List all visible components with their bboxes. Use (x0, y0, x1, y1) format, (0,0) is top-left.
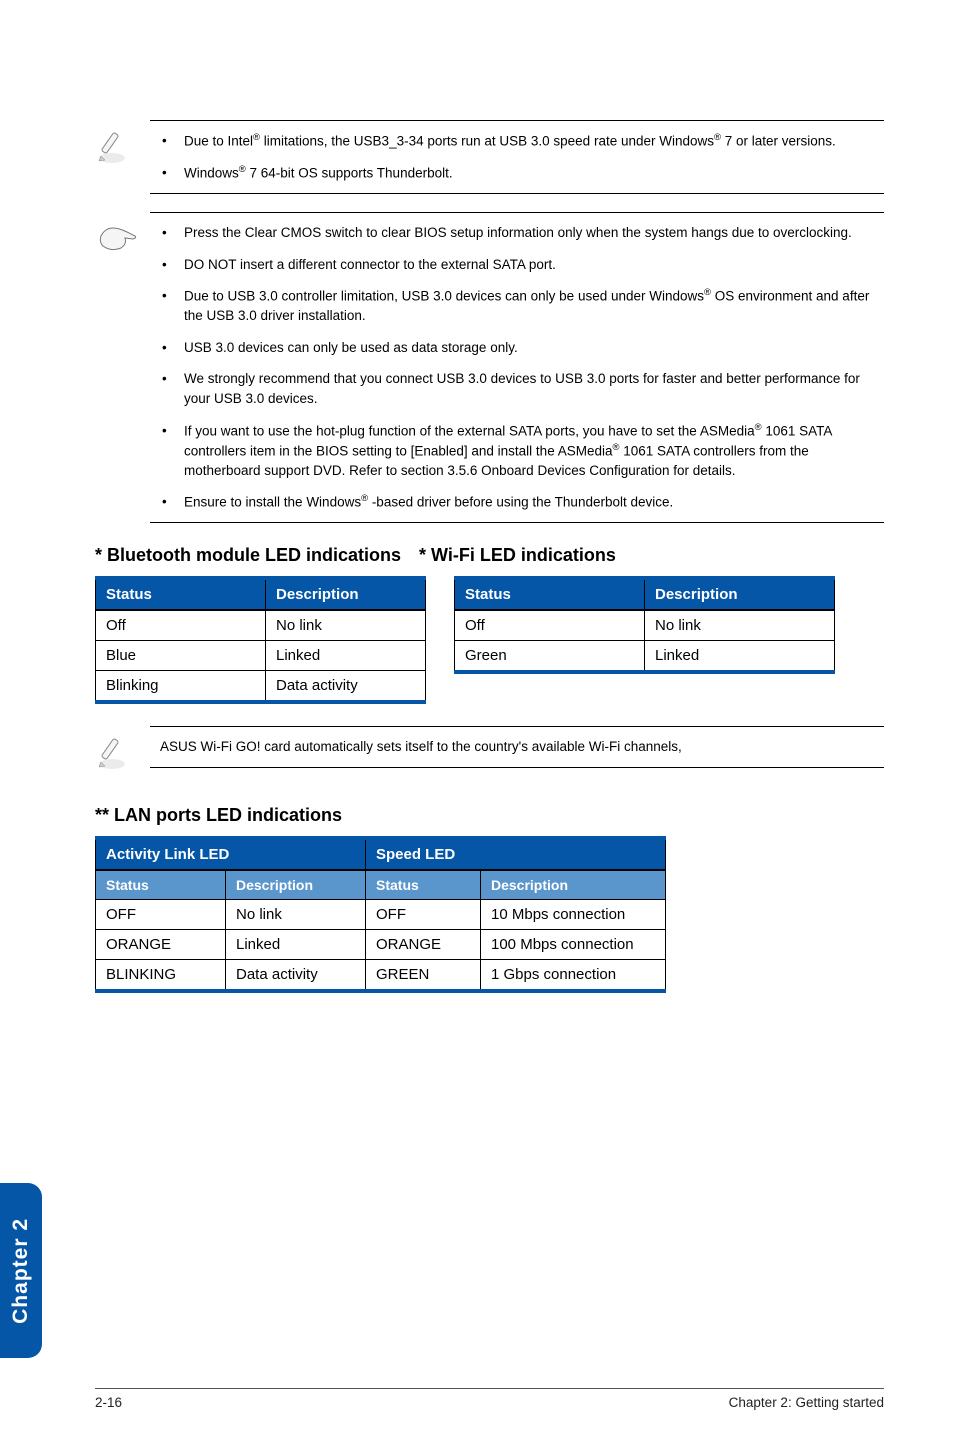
desc-cell: Linked (645, 641, 835, 673)
table-row: OFFNo linkOFF10 Mbps connection (96, 900, 666, 930)
note-item: We strongly recommend that you connect U… (150, 369, 880, 408)
table-subheader-status: Status (366, 870, 481, 900)
note-item: USB 3.0 devices can only be used as data… (150, 338, 880, 358)
lan-led-table: Activity Link LED Speed LED Status Descr… (95, 836, 666, 993)
note-body: Press the Clear CMOS switch to clear BIO… (150, 212, 884, 523)
lan-led-heading: ** LAN ports LED indications (95, 805, 884, 826)
desc-cell: Linked (266, 641, 426, 671)
note-body: Due to Intel® limitations, the USB3_3-34… (150, 120, 884, 194)
activity-desc-cell: No link (226, 900, 366, 930)
speed-desc-cell: 100 Mbps connection (481, 930, 666, 960)
wifi-led-heading: * Wi-Fi LED indications (419, 545, 616, 566)
note-block-pencil-1: Due to Intel® limitations, the USB3_3-34… (95, 120, 884, 194)
table-subheader-description: Description (226, 870, 366, 900)
table-header-description: Description (266, 578, 426, 610)
activity-status-cell: BLINKING (96, 960, 226, 992)
pencil-icon (95, 726, 150, 779)
bluetooth-led-heading: * Bluetooth module LED indications (95, 545, 401, 566)
table-row: BlueLinked (96, 641, 426, 671)
desc-cell: No link (266, 610, 426, 641)
table-row: ORANGELinkedORANGE100 Mbps connection (96, 930, 666, 960)
pencil-icon (95, 120, 150, 173)
note-block-pencil-2: ASUS Wi-Fi GO! card automatically sets i… (95, 726, 884, 779)
note-item: Ensure to install the Windows® -based dr… (150, 492, 880, 512)
activity-status-cell: OFF (96, 900, 226, 930)
status-cell: Green (455, 641, 645, 673)
activity-desc-cell: Linked (226, 930, 366, 960)
table-row: OffNo link (455, 610, 835, 641)
note-item: Due to USB 3.0 controller limitation, US… (150, 286, 880, 326)
table-group-speed: Speed LED (366, 838, 666, 870)
chapter-tab: Chapter 2 (0, 1183, 42, 1358)
hand-icon (95, 212, 150, 263)
note-item: DO NOT insert a different connector to t… (150, 255, 880, 275)
bluetooth-led-table: Status Description OffNo linkBlueLinkedB… (95, 576, 426, 704)
note-block-hand: Press the Clear CMOS switch to clear BIO… (95, 212, 884, 523)
table-row: OffNo link (96, 610, 426, 641)
table-header-status: Status (96, 578, 266, 610)
table-header-status: Status (455, 578, 645, 610)
status-cell: Off (455, 610, 645, 641)
speed-status-cell: OFF (366, 900, 481, 930)
desc-cell: No link (645, 610, 835, 641)
note-item: Press the Clear CMOS switch to clear BIO… (150, 223, 880, 243)
chapter-title: Chapter 2: Getting started (729, 1395, 884, 1410)
note-item: If you want to use the hot-plug function… (150, 421, 880, 481)
desc-cell: Data activity (266, 671, 426, 703)
table-row: GreenLinked (455, 641, 835, 673)
activity-desc-cell: Data activity (226, 960, 366, 992)
note-item: Windows® 7 64-bit OS supports Thunderbol… (150, 163, 880, 183)
table-subheader-description: Description (481, 870, 666, 900)
status-cell: Blinking (96, 671, 266, 703)
table-subheader-status: Status (96, 870, 226, 900)
page-footer: 2-16 Chapter 2: Getting started (95, 1388, 884, 1410)
wifi-led-table: Status Description OffNo linkGreenLinked (454, 576, 835, 674)
table-group-activity: Activity Link LED (96, 838, 366, 870)
wifi-note-text: ASUS Wi-Fi GO! card automatically sets i… (150, 726, 884, 768)
table-header-description: Description (645, 578, 835, 610)
chapter-tab-label: Chapter 2 (9, 1218, 33, 1324)
activity-status-cell: ORANGE (96, 930, 226, 960)
page-number: 2-16 (95, 1395, 122, 1410)
table-row: BLINKINGData activityGREEN1 Gbps connect… (96, 960, 666, 992)
table-row: BlinkingData activity (96, 671, 426, 703)
speed-desc-cell: 1 Gbps connection (481, 960, 666, 992)
status-cell: Off (96, 610, 266, 641)
status-cell: Blue (96, 641, 266, 671)
speed-status-cell: ORANGE (366, 930, 481, 960)
speed-desc-cell: 10 Mbps connection (481, 900, 666, 930)
speed-status-cell: GREEN (366, 960, 481, 992)
note-item: Due to Intel® limitations, the USB3_3-34… (150, 131, 880, 151)
